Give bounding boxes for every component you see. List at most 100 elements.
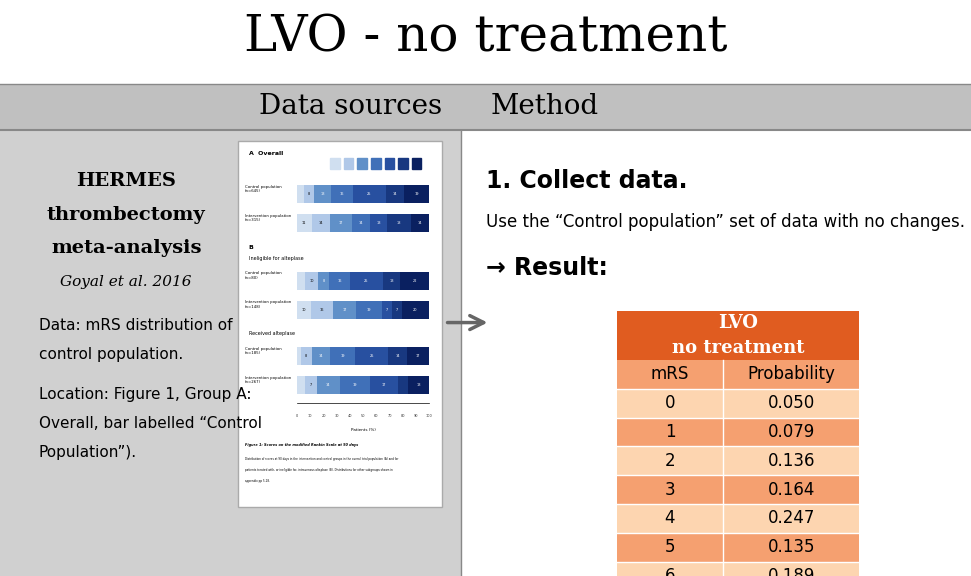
Bar: [318, 272, 329, 290]
Text: 13: 13: [320, 192, 325, 196]
Text: 13: 13: [417, 383, 420, 387]
Text: 0.050: 0.050: [768, 394, 815, 412]
Text: 25: 25: [370, 354, 374, 358]
Text: Intervention population
(n=267): Intervention population (n=267): [245, 376, 291, 384]
Text: Data: mRS distribution of: Data: mRS distribution of: [39, 318, 232, 333]
Bar: [301, 347, 312, 365]
Bar: [350, 272, 383, 290]
Text: 14: 14: [326, 383, 330, 387]
Text: 18: 18: [397, 221, 401, 225]
Text: 0.247: 0.247: [768, 509, 815, 528]
Text: 14: 14: [395, 354, 400, 358]
Bar: [392, 301, 402, 319]
Bar: [297, 272, 305, 290]
Bar: [305, 272, 318, 290]
Bar: [344, 158, 353, 169]
Bar: [400, 272, 429, 290]
Bar: [352, 214, 370, 232]
Text: Intervention population
(n=315): Intervention population (n=315): [245, 214, 291, 222]
Text: 16: 16: [337, 279, 342, 283]
Text: 7: 7: [396, 308, 398, 312]
Bar: [371, 376, 398, 394]
Text: 14: 14: [318, 221, 323, 225]
Bar: [411, 214, 429, 232]
Text: 25: 25: [364, 279, 369, 283]
Text: Goyal et al. 2016: Goyal et al. 2016: [60, 275, 192, 289]
Text: Probability: Probability: [748, 365, 835, 384]
Text: control population.: control population.: [39, 347, 184, 362]
Text: thrombectomy: thrombectomy: [47, 206, 206, 224]
Bar: [312, 214, 330, 232]
Bar: [383, 301, 392, 319]
Bar: [330, 214, 352, 232]
Text: 19: 19: [415, 192, 419, 196]
Text: 17: 17: [383, 383, 386, 387]
Text: B: B: [249, 245, 253, 250]
Bar: [388, 347, 407, 365]
Text: Intervention population
(n=148): Intervention population (n=148): [245, 300, 291, 309]
FancyBboxPatch shape: [617, 475, 859, 504]
Bar: [329, 272, 350, 290]
Text: 8: 8: [308, 192, 310, 196]
FancyBboxPatch shape: [617, 311, 859, 360]
Bar: [305, 376, 317, 394]
Bar: [383, 272, 400, 290]
Text: 17: 17: [343, 308, 347, 312]
Bar: [398, 376, 408, 394]
Text: Use the “Control population” set of data with no changes.: Use the “Control population” set of data…: [486, 213, 964, 231]
Text: 100: 100: [426, 414, 432, 418]
Text: 1. Collect data.: 1. Collect data.: [486, 169, 687, 194]
Text: 0.164: 0.164: [768, 480, 815, 499]
Bar: [304, 185, 315, 203]
Text: 16: 16: [340, 192, 345, 196]
Bar: [340, 376, 371, 394]
Text: 14: 14: [392, 192, 397, 196]
Bar: [297, 376, 305, 394]
Text: 14: 14: [359, 221, 363, 225]
Text: 2: 2: [665, 452, 675, 470]
FancyBboxPatch shape: [238, 141, 442, 507]
Bar: [402, 301, 429, 319]
Text: 4: 4: [665, 509, 675, 528]
Text: 8: 8: [305, 354, 308, 358]
Text: HERMES: HERMES: [77, 172, 176, 191]
Text: Location: Figure 1, Group A:: Location: Figure 1, Group A:: [39, 387, 251, 402]
Bar: [356, 301, 383, 319]
Text: → Result:: → Result:: [486, 256, 608, 280]
Bar: [387, 214, 411, 232]
Text: meta-analysis: meta-analysis: [51, 239, 201, 257]
Text: 50: 50: [361, 414, 365, 418]
Text: 0.189: 0.189: [768, 567, 815, 576]
Text: 40: 40: [348, 414, 352, 418]
Text: 7: 7: [386, 308, 388, 312]
Bar: [404, 185, 429, 203]
Bar: [331, 185, 352, 203]
Bar: [333, 301, 356, 319]
Bar: [408, 376, 429, 394]
Text: 0.079: 0.079: [768, 423, 815, 441]
Text: 60: 60: [374, 414, 379, 418]
Bar: [385, 158, 394, 169]
Text: 11: 11: [302, 221, 307, 225]
Text: Overall, bar labelled “Control: Overall, bar labelled “Control: [39, 416, 262, 431]
Text: 14: 14: [418, 221, 422, 225]
Text: 80: 80: [400, 414, 405, 418]
Text: LVO - no treatment: LVO - no treatment: [244, 13, 727, 62]
Text: A  Overall: A Overall: [249, 151, 283, 156]
Text: 30: 30: [334, 414, 339, 418]
Text: 22: 22: [413, 279, 417, 283]
Text: 0.136: 0.136: [768, 452, 815, 470]
Bar: [398, 158, 408, 169]
Text: Figure 1: Scores on the modified Rankin Scale at 90 days: Figure 1: Scores on the modified Rankin …: [245, 443, 358, 447]
Text: 10: 10: [310, 279, 314, 283]
Text: 19: 19: [367, 308, 372, 312]
Bar: [412, 158, 421, 169]
FancyBboxPatch shape: [0, 130, 461, 576]
Text: 17: 17: [416, 354, 420, 358]
Text: 25: 25: [367, 192, 371, 196]
Bar: [315, 185, 331, 203]
FancyBboxPatch shape: [617, 504, 859, 533]
Bar: [297, 214, 312, 232]
Bar: [297, 301, 311, 319]
Text: Patients (%): Patients (%): [351, 429, 376, 433]
